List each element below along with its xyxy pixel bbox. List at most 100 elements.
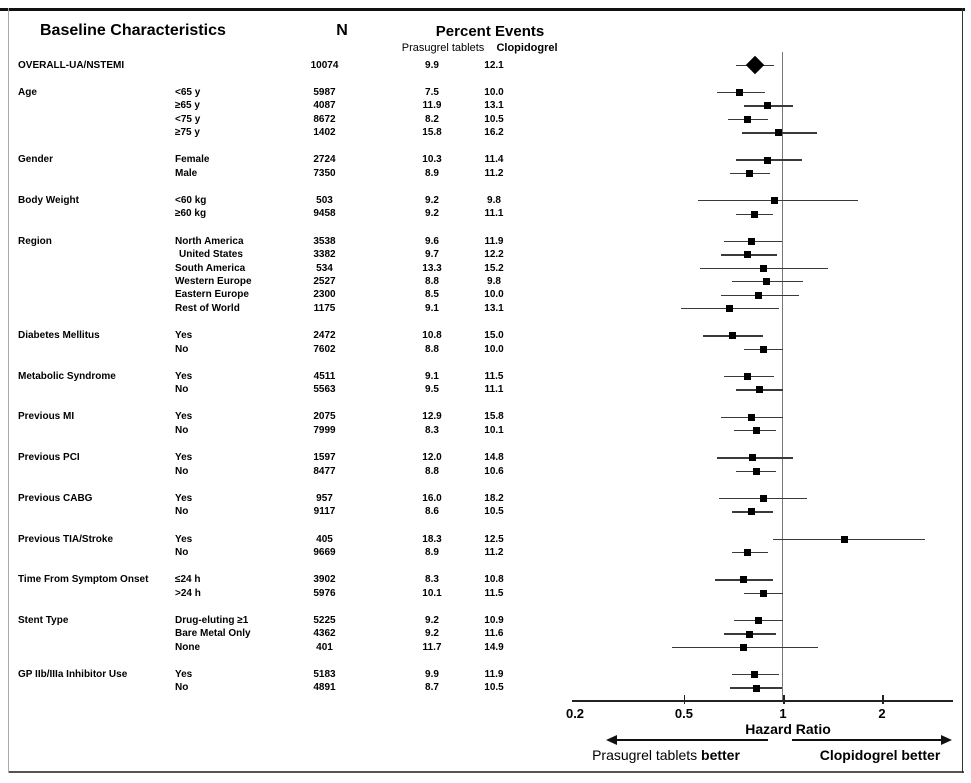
cell-percent-clopidogrel: 11.1 xyxy=(484,208,504,220)
row-subgroup-label: Eastern Europe xyxy=(175,289,249,301)
cell-n-value: 1402 xyxy=(313,127,336,139)
row-category-label: Previous CABG xyxy=(18,492,93,504)
hr-point-marker xyxy=(740,643,748,651)
subgroup-block: Previous PCI Yes 1597 12.0 14.8 No 8477 8.8 10.6 xyxy=(0,451,971,478)
row-subgroup-label: Rest of World xyxy=(175,302,240,314)
row-subgroup-label: Yes xyxy=(175,533,193,545)
forest-row: No 7999 8.3 10.1 xyxy=(0,424,971,437)
row-subgroup-label: >24 h xyxy=(175,587,201,599)
hr-point-marker xyxy=(743,251,751,259)
row-subgroup-label: Yes xyxy=(175,668,193,680)
hr-point-marker xyxy=(770,197,778,205)
frame-top-border xyxy=(0,8,965,11)
cell-n-value: 7602 xyxy=(313,343,336,355)
cell-percent-clopidogrel: 14.9 xyxy=(484,641,504,653)
cell-n-value: 2472 xyxy=(313,330,336,342)
subgroup-block: Previous MI Yes 2075 12.9 15.8 No 7999 8.3 10.1 xyxy=(0,410,971,437)
prasugrel-better-note-regular: Prasugrel tablets xyxy=(592,747,702,763)
x-axis-tick-label: 0.5 xyxy=(674,706,693,721)
row-subgroup-label: Yes xyxy=(175,330,193,342)
forest-row: Stent Type Drug-eluting ≥1 5225 9.2 10.9 xyxy=(0,614,971,627)
hr-point-marker xyxy=(759,589,767,597)
forest-row: ≥75 y 1402 15.8 16.2 xyxy=(0,126,971,139)
cell-percent-clopidogrel: 10.0 xyxy=(484,86,504,98)
forest-row: Bare Metal Only 4362 9.2 11.6 xyxy=(0,627,971,640)
row-subgroup-label: Yes xyxy=(175,411,193,423)
cell-n-value: 503 xyxy=(316,195,333,207)
row-subgroup-label: No xyxy=(175,424,189,436)
cell-n-value: 4511 xyxy=(313,370,336,382)
cell-percent-clopidogrel: 10.8 xyxy=(484,574,504,586)
cell-percent-clopidogrel: 12.1 xyxy=(484,59,504,71)
hr-point-marker xyxy=(759,345,767,353)
subgroup-block: Previous TIA/Stroke Yes 405 18.3 12.5 No 9669 8… xyxy=(0,533,971,560)
cell-n-value: 401 xyxy=(316,641,333,653)
forest-row: None 401 11.7 14.9 xyxy=(0,641,971,654)
right-arrow-line xyxy=(792,739,943,741)
hr-point-marker xyxy=(756,386,764,394)
left-arrow-line xyxy=(615,739,768,741)
baseline-characteristics-header: Baseline Characteristics xyxy=(40,22,226,39)
hazard-ratio-axis-label: Hazard Ratio xyxy=(745,721,831,737)
x-axis-tick-label: 0.2 xyxy=(565,706,585,721)
row-subgroup-label: North America xyxy=(175,235,244,247)
right-arrow-head-icon xyxy=(941,734,952,745)
row-category-label: Previous TIA/Stroke xyxy=(18,533,114,545)
cell-percent-prasugrel: 8.9 xyxy=(425,546,439,558)
hr-point-marker xyxy=(764,156,772,164)
row-subgroup-label: Western Europe xyxy=(175,276,252,288)
cell-percent-clopidogrel: 10.9 xyxy=(484,614,504,626)
cell-percent-prasugrel: 9.9 xyxy=(425,59,439,71)
cell-percent-prasugrel: 11.7 xyxy=(422,641,442,653)
cell-percent-prasugrel: 9.2 xyxy=(425,208,439,220)
row-category-label: GP IIb/IIIa Inhibitor Use xyxy=(18,668,128,680)
row-subgroup-label: ≥65 y xyxy=(175,100,200,112)
cell-n-value: 957 xyxy=(316,492,333,504)
forest-row: South America 534 13.3 15.2 xyxy=(0,262,971,275)
hr-point-marker xyxy=(752,684,760,692)
hr-point-marker xyxy=(747,508,755,516)
cell-percent-prasugrel: 10.8 xyxy=(422,330,442,342)
subgroup-block: Region North America 3538 9.6 11.9 United Sta… xyxy=(0,235,971,316)
cell-n-value: 9669 xyxy=(313,546,336,558)
forest-row: >24 h 5976 10.1 11.5 xyxy=(0,587,971,600)
forest-row: No 7602 8.8 10.0 xyxy=(0,343,971,356)
row-category-label: Metabolic Syndrome xyxy=(18,370,116,382)
cell-percent-prasugrel: 8.8 xyxy=(425,465,439,477)
hr-point-marker xyxy=(764,102,772,110)
cell-percent-prasugrel: 12.0 xyxy=(422,452,442,464)
hr-point-marker xyxy=(747,237,755,245)
row-subgroup-label: No xyxy=(175,682,189,694)
overall-hr-diamond-marker xyxy=(745,56,764,75)
hr-point-marker xyxy=(775,129,783,137)
subgroup-block: OVERALL-UA/NSTEMI 10074 9.9 12.1 xyxy=(0,56,971,75)
forest-row: Age <65 y 5987 7.5 10.0 xyxy=(0,86,971,99)
cell-n-value: 405 xyxy=(316,533,333,545)
forest-rows: OVERALL-UA/NSTEMI 10074 9.9 12.1 Age <65 y 598… xyxy=(0,56,971,695)
cell-n-value: 10074 xyxy=(310,59,339,71)
x-axis-tick-label: 2 xyxy=(878,706,886,721)
frame-left-border xyxy=(8,8,9,773)
forest-row: No 9117 8.6 10.5 xyxy=(0,505,971,518)
cell-percent-prasugrel: 18.3 xyxy=(422,533,442,545)
cell-percent-clopidogrel: 15.0 xyxy=(484,330,504,342)
forest-row: Region North America 3538 9.6 11.9 xyxy=(0,235,971,248)
cell-percent-prasugrel: 13.3 xyxy=(422,262,442,274)
cell-percent-prasugrel: 11.9 xyxy=(422,100,442,112)
cell-percent-clopidogrel: 16.2 xyxy=(484,127,504,139)
cell-n-value: 9117 xyxy=(313,506,336,518)
x-axis-tick-mark xyxy=(683,695,686,704)
cell-percent-clopidogrel: 10.6 xyxy=(484,465,504,477)
row-subgroup-label: United States xyxy=(179,249,243,261)
cell-percent-prasugrel: 9.2 xyxy=(425,628,439,640)
x-axis-tick-label: 1 xyxy=(779,706,787,721)
hr-point-marker xyxy=(743,373,751,381)
cell-percent-prasugrel: 15.8 xyxy=(422,127,442,139)
forest-row: Previous CABG Yes 957 16.0 18.2 xyxy=(0,492,971,505)
cell-n-value: 8477 xyxy=(313,465,336,477)
hr-point-marker xyxy=(743,549,751,557)
row-category-label: Stent Type xyxy=(18,614,69,626)
hr-point-marker xyxy=(745,630,753,638)
cell-n-value: 2075 xyxy=(313,411,336,423)
forest-row: GP IIb/IIIa Inhibitor Use Yes 5183 9.9 11.9 xyxy=(0,668,971,681)
